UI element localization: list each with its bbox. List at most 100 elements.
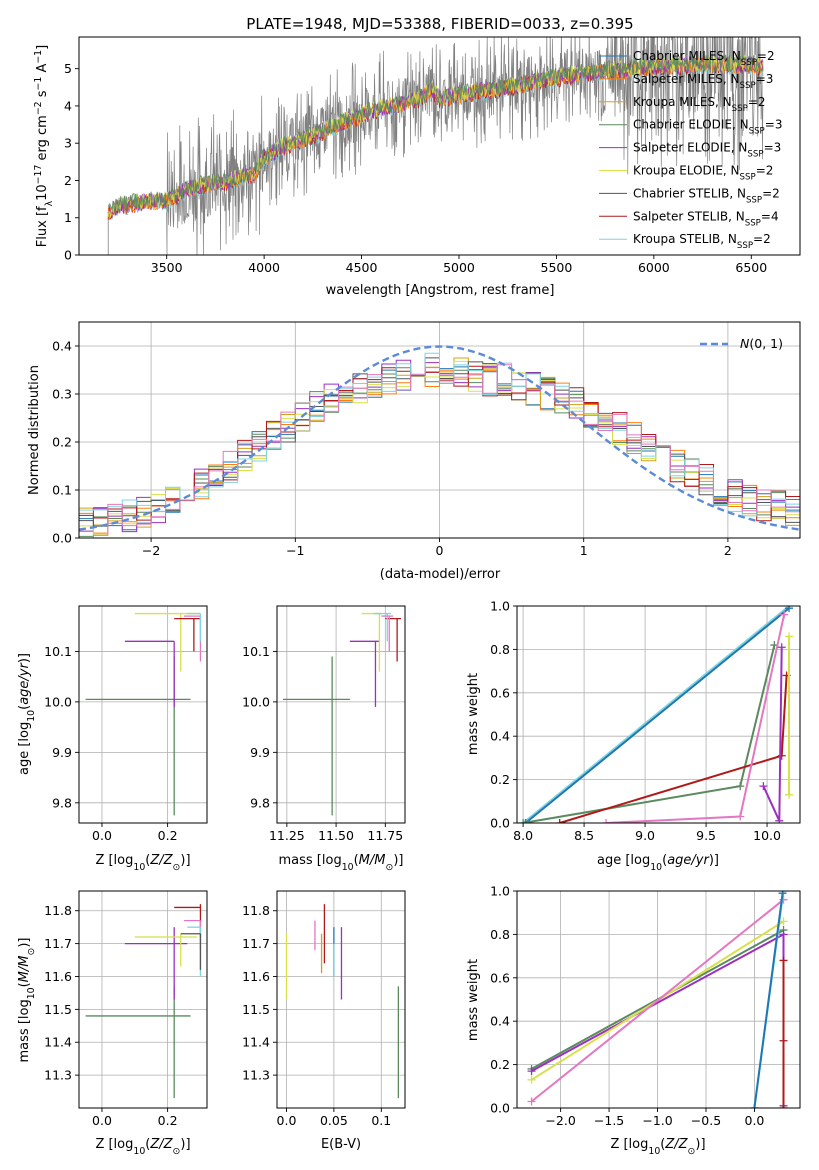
y-tick-label: 11.5: [44, 1002, 72, 1017]
y-axis-label: Flux [fλ10−17 erg cm−2 s−1 A−1]: [33, 45, 55, 247]
y-tick-label: 11.4: [242, 1035, 270, 1050]
x-tick-label: 0.2: [158, 828, 178, 843]
series-marker: [779, 956, 788, 965]
x-tick-label: 11.25: [269, 828, 305, 843]
x-tick-label: 8.5: [574, 828, 594, 843]
y-tick-label: 0.0: [490, 1101, 510, 1116]
y-tick-label: 0.4: [490, 729, 510, 744]
x-tick-label: 0.0: [277, 1113, 297, 1128]
spectrum-plot-area: [107, 37, 764, 255]
mass-vs-EBV-frame: [276, 890, 406, 1109]
x-tick-label: 6500: [735, 260, 767, 275]
x-tick-label: 2: [724, 543, 732, 558]
y-tick-label: 11.8: [44, 903, 72, 918]
y-tick-label: 11.7: [242, 936, 270, 951]
legend-label: Kroupa MILES, NSSP=2: [633, 95, 766, 114]
x-tick-label: 8.0: [513, 828, 533, 843]
x-tick-label: 6000: [638, 260, 670, 275]
y-axis-label: mass weight: [466, 673, 481, 755]
legend-label: N(0, 1): [740, 336, 783, 351]
x-tick-label: 11.75: [367, 828, 403, 843]
y-tick-label: 0.1: [52, 483, 72, 498]
x-tick-label: −1.5: [594, 1113, 624, 1128]
series-marker: [779, 1104, 788, 1108]
series-marker: [775, 816, 784, 823]
y-tick-label: 10.1: [44, 644, 72, 659]
series-line: [530, 898, 785, 1103]
mass-vs-Z-plot-area: [79, 891, 207, 1108]
x-axis-label: Z [log10(Z/Z⊙)]: [610, 1137, 705, 1157]
series-line: [522, 606, 790, 823]
x-tick-label: 0.0: [92, 828, 112, 843]
y-tick-label: 11.8: [242, 903, 270, 918]
massweight-vs-Z-frame: [516, 890, 801, 1109]
series-marker: [555, 819, 564, 823]
legend-label: Kroupa STELIB, NSSP=2: [633, 232, 771, 251]
series-marker: [779, 1036, 788, 1045]
massweight-vs-age-plot-area: [517, 606, 800, 823]
series-marker: [527, 1097, 536, 1106]
x-tick-label: 9.5: [696, 828, 716, 843]
series-marker: [777, 751, 786, 760]
series-marker: [779, 917, 788, 926]
x-tick-label: −1: [286, 543, 304, 558]
series-marker: [750, 1104, 759, 1108]
series-line: [753, 893, 784, 1108]
y-axis-label: age [log10(age/yr)]: [17, 653, 37, 775]
model-spectrum-line: [107, 55, 764, 218]
mass-vs-EBV-plot-area: [277, 891, 405, 1108]
x-axis-label: wavelength [Angstrom, rest frame]: [326, 283, 555, 298]
model-spectrum-line: [107, 56, 764, 216]
y-axis-label: mass [log10(M/M⊙)]: [17, 938, 37, 1063]
x-axis-label: E(B-V): [321, 1137, 361, 1152]
y-tick-label: 0.8: [490, 642, 510, 657]
y-tick-label: 9.8: [250, 795, 270, 810]
y-tick-label: 0.2: [52, 435, 72, 450]
x-tick-label: 0: [436, 543, 444, 558]
series-marker: [521, 819, 530, 823]
x-tick-label: −0.5: [691, 1113, 721, 1128]
y-tick-label: 10.0: [44, 694, 72, 709]
series-marker: [736, 782, 745, 791]
legend-label: Kroupa ELODIE, NSSP=2: [633, 164, 773, 183]
y-tick-label: 11.5: [242, 1002, 270, 1017]
series-marker: [736, 812, 745, 821]
x-tick-label: 11.50: [318, 828, 354, 843]
y-tick-label: 1.0: [490, 599, 510, 614]
series-marker: [519, 819, 528, 823]
x-tick-label: 9.0: [635, 828, 655, 843]
x-tick-label: 4500: [346, 260, 378, 275]
legend-label: Salpeter MILES, NSSP=3: [633, 72, 773, 91]
figure-title: PLATE=1948, MJD=53388, FIBERID=0033, z=0…: [246, 15, 633, 33]
mass-vs-Z-frame: [78, 890, 208, 1109]
y-tick-label: 3: [64, 136, 72, 151]
massweight-vs-age-frame: [516, 605, 801, 824]
x-tick-label: 5500: [541, 260, 573, 275]
observed-spectrum-line: [107, 37, 764, 255]
series-marker: [602, 819, 611, 823]
y-tick-label: 0: [64, 248, 72, 263]
series-marker: [785, 632, 794, 641]
x-tick-label: −1.0: [642, 1113, 672, 1128]
y-tick-label: 0.0: [52, 531, 72, 546]
age-vs-Z-plot-area: [79, 606, 207, 823]
x-tick-label: 0.2: [158, 1113, 178, 1128]
legend-label: Salpeter ELODIE, NSSP=3: [633, 141, 781, 160]
series-marker: [779, 930, 788, 939]
y-tick-label: 10.0: [242, 694, 270, 709]
residuals-plot-area: [79, 322, 800, 538]
y-tick-label: 9.9: [250, 745, 270, 760]
x-axis-label: mass [log10(M/M⊙)]: [279, 853, 404, 873]
series-marker: [785, 790, 794, 799]
y-tick-label: 5: [64, 61, 72, 76]
legend-label: Chabrier STELIB, NSSP=2: [633, 186, 780, 205]
y-tick-label: 11.3: [242, 1068, 270, 1083]
x-tick-label: 0.0: [92, 1113, 112, 1128]
series-line: [559, 675, 788, 823]
series-marker: [785, 606, 794, 613]
y-tick-label: 0.6: [490, 685, 510, 700]
x-tick-label: 0.1: [371, 1113, 391, 1128]
age-vs-Z-frame: [78, 605, 208, 824]
y-axis-label: Normed distribution: [27, 365, 42, 495]
